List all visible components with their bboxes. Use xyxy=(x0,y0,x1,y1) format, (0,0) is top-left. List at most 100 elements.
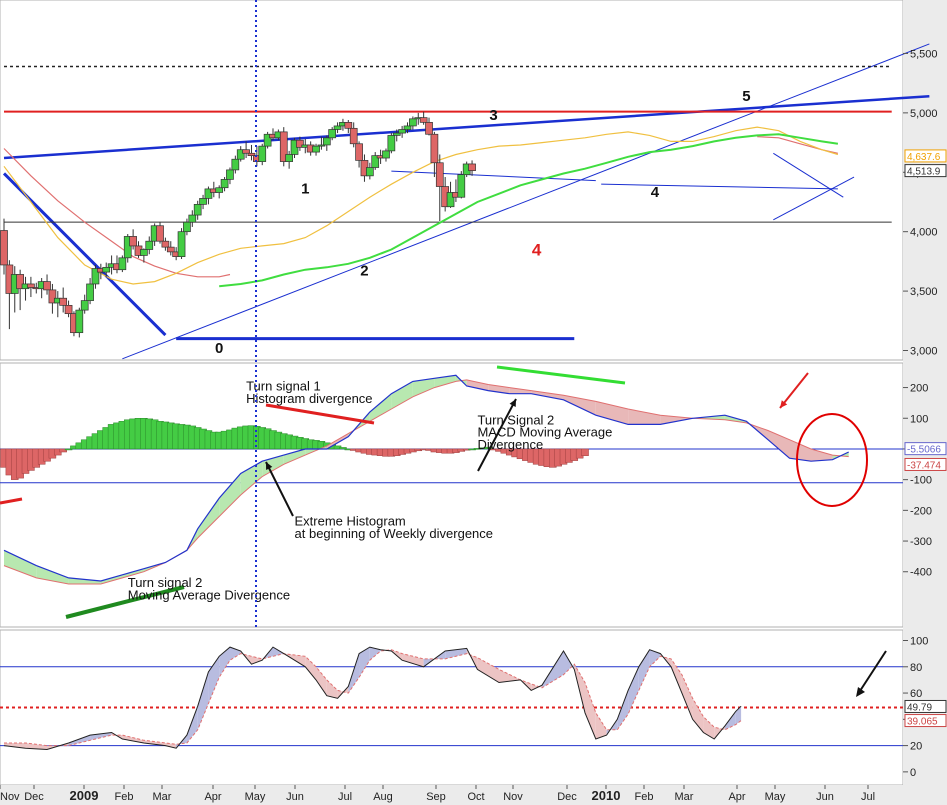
highlight-circle xyxy=(796,413,868,507)
x-tick-label: Apr xyxy=(728,791,745,803)
last-value-box xyxy=(904,714,947,728)
black-arrow xyxy=(477,398,517,472)
last-value-label: -5.5066 xyxy=(907,445,941,456)
last-value-box xyxy=(904,457,947,471)
candle-body xyxy=(86,283,94,301)
y-tick-label: 4,000 xyxy=(910,227,938,239)
candle-body xyxy=(193,204,202,216)
x-tick-label: Feb xyxy=(115,791,134,803)
candle-body xyxy=(102,266,111,273)
candle-body xyxy=(123,236,132,259)
candle-body xyxy=(435,162,444,187)
macd-fill xyxy=(391,381,413,409)
candle-body xyxy=(247,152,256,156)
annotation-text: MACD Moving Average xyxy=(477,425,612,440)
candle-body xyxy=(226,169,234,180)
stoch-fill xyxy=(595,712,607,739)
candle-body xyxy=(161,240,170,248)
stoch-fill xyxy=(122,735,144,743)
candle-body xyxy=(349,127,358,145)
macd-fill xyxy=(488,384,510,394)
macd-fill xyxy=(531,390,564,400)
candle-body xyxy=(59,297,68,306)
macd-fill xyxy=(122,568,144,578)
macd-fill xyxy=(369,393,392,422)
stoch-fill xyxy=(197,672,209,730)
candle-body xyxy=(75,309,84,334)
candle-body xyxy=(236,149,245,160)
stoch-k-line xyxy=(3,646,742,751)
red-arrow-head xyxy=(780,400,788,408)
candle-body xyxy=(328,129,337,139)
histogram-bar xyxy=(59,448,67,453)
macd-fill xyxy=(811,449,833,462)
macd-fill xyxy=(466,379,489,391)
macd-fill xyxy=(660,415,693,425)
stoch-fill xyxy=(369,647,381,661)
macd-fill xyxy=(262,455,284,477)
x-tick-label: May xyxy=(245,791,266,803)
macd-fill xyxy=(789,439,811,462)
thin-line xyxy=(773,176,855,221)
candle-body xyxy=(258,145,267,162)
x-tick-label: Nov xyxy=(0,791,20,803)
candle-body xyxy=(0,230,8,266)
date-axis: Nov Dec 2009 Feb Mar Apr May Jun Jul Aug Sep Oct Nov… xyxy=(0,785,875,803)
stoch-fill xyxy=(4,743,26,749)
x-tick-label: Jun xyxy=(816,791,834,803)
macd-fill xyxy=(68,577,101,584)
candle-body xyxy=(215,187,224,193)
divergence-line xyxy=(496,365,626,385)
candle-body xyxy=(242,149,250,154)
black-arrow-head xyxy=(509,399,516,407)
macd-panel xyxy=(0,362,904,628)
candle-body xyxy=(296,139,304,148)
x-tick-label: May xyxy=(765,791,786,803)
y-tick-label: 0 xyxy=(910,767,916,779)
candle-body xyxy=(91,268,100,285)
last-value-label: 4,513.9 xyxy=(907,167,941,178)
candle-body xyxy=(188,214,197,223)
annotation-text: Extreme Histogram xyxy=(295,514,406,529)
last-value-box xyxy=(904,149,947,163)
candle-body xyxy=(430,133,439,164)
x-tick-label: Jun xyxy=(286,791,304,803)
candle-body xyxy=(199,198,207,205)
candle-body xyxy=(425,122,433,135)
price-panel xyxy=(0,0,904,361)
x-tick-label: Sep xyxy=(426,791,446,803)
last-value-label: -37.474 xyxy=(907,460,941,471)
stoch-fill xyxy=(649,649,661,667)
last-value-box xyxy=(904,442,947,456)
macd-fill xyxy=(434,375,456,388)
wave-label: 3 xyxy=(489,107,497,124)
black-arrow-head xyxy=(856,687,865,697)
candle-body xyxy=(333,125,342,130)
stoch-fill xyxy=(186,706,198,743)
candle-body xyxy=(446,192,455,208)
y-tick-label: 3,000 xyxy=(910,345,938,357)
macd-fill xyxy=(219,473,241,517)
annotation-text: Turn signal 2 xyxy=(128,575,203,590)
y-tick-label: 100 xyxy=(910,413,928,425)
y-tick-label: -400 xyxy=(910,567,932,579)
stoch-fill xyxy=(735,706,742,725)
candle-body xyxy=(145,240,154,250)
black-arrow-head xyxy=(266,462,273,470)
candle-body xyxy=(140,249,148,256)
candle-body xyxy=(387,135,396,152)
stoch-fill xyxy=(671,658,682,694)
y-tick-label: 100 xyxy=(910,636,928,648)
black-arrow xyxy=(265,461,294,517)
candle-body xyxy=(312,145,320,153)
macd-fill xyxy=(412,378,435,397)
candle-body xyxy=(220,179,229,189)
stoch-fill xyxy=(692,698,704,733)
last-value-label: 49.79 xyxy=(907,702,932,713)
annotation-text: at beginning of Weekly divergence xyxy=(295,526,494,541)
macd-fill xyxy=(4,550,37,578)
stoch-fill xyxy=(273,647,284,657)
candle-body xyxy=(43,281,51,291)
macd-fill xyxy=(628,409,661,425)
